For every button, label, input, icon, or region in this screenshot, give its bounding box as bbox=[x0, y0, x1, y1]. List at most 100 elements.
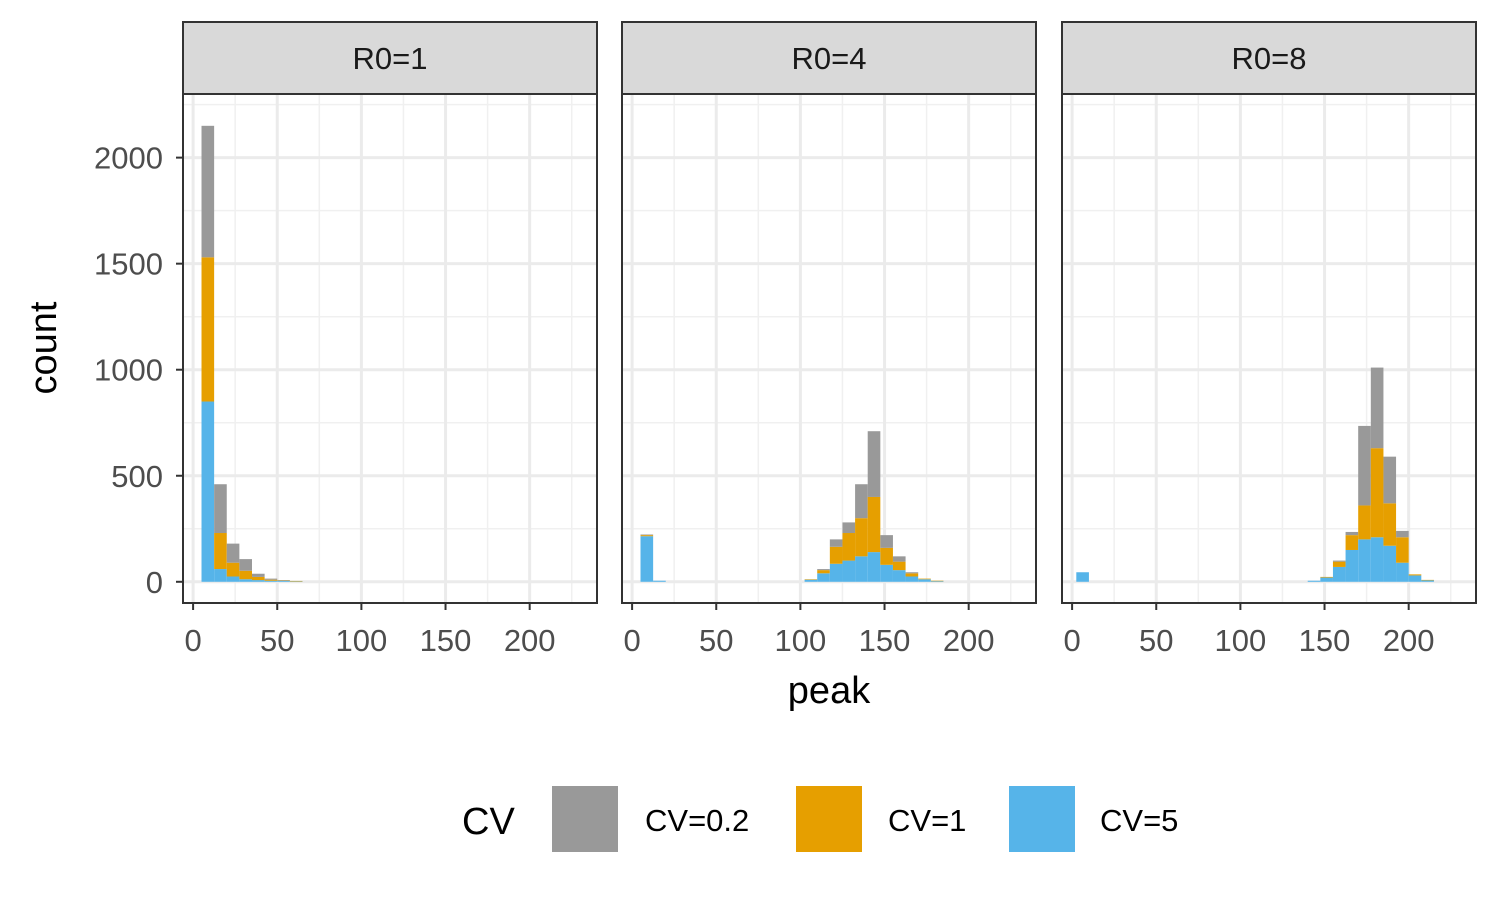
x-axis-title: peak bbox=[788, 670, 871, 712]
bar-cv1 bbox=[905, 573, 919, 577]
strip-background bbox=[621, 21, 1037, 95]
bar-cv02 bbox=[201, 125, 215, 258]
bar-cv1 bbox=[226, 562, 240, 577]
bar-cv5 bbox=[1332, 566, 1346, 582]
x-tick-label: 200 bbox=[504, 623, 556, 658]
bar-cv02 bbox=[892, 556, 906, 562]
bar-cv1 bbox=[855, 518, 868, 557]
bar-cv02 bbox=[842, 522, 856, 534]
x-tick-label: 150 bbox=[1299, 623, 1351, 658]
panel-border bbox=[1061, 93, 1477, 604]
bar-cv5 bbox=[880, 564, 893, 582]
bar-cv5 bbox=[226, 576, 240, 582]
bar-cv02 bbox=[1383, 456, 1397, 504]
plot-background bbox=[622, 94, 1036, 603]
x-tick-label: 100 bbox=[336, 623, 388, 658]
bar-cv1 bbox=[214, 533, 227, 570]
x-tick-label: 200 bbox=[943, 623, 995, 658]
strip-label: R0=1 bbox=[353, 41, 428, 76]
bar-cv5 bbox=[905, 576, 919, 582]
x-tick-label: 200 bbox=[1383, 623, 1435, 658]
strip-background bbox=[1061, 21, 1477, 95]
x-tick-label: 50 bbox=[260, 623, 294, 658]
bar-cv02 bbox=[905, 572, 919, 574]
bar-cv02 bbox=[829, 539, 843, 547]
bar-cv02 bbox=[264, 578, 278, 580]
y-tick-label: 500 bbox=[111, 459, 163, 494]
x-tick-label: 0 bbox=[184, 623, 201, 658]
bar-cv5 bbox=[239, 579, 252, 582]
x-tick-label: 100 bbox=[775, 623, 827, 658]
bar-cv1 bbox=[1408, 574, 1422, 576]
bar-cv5 bbox=[842, 560, 856, 582]
x-tick-label: 50 bbox=[699, 623, 733, 658]
bar-cv5 bbox=[867, 552, 881, 582]
bar-cv02 bbox=[252, 573, 265, 577]
panel-border bbox=[182, 93, 598, 604]
legend-key-cv5 bbox=[1009, 786, 1075, 852]
bar-cv5 bbox=[930, 580, 944, 582]
bar-cv1 bbox=[1383, 503, 1397, 546]
bar-cv5 bbox=[1383, 545, 1397, 582]
bar-cv5 bbox=[829, 563, 843, 582]
bar-cv1 bbox=[930, 580, 944, 582]
bar-cv5 bbox=[1370, 537, 1384, 582]
panel-border bbox=[621, 93, 1037, 604]
legend-entries: CV=0.2 CV=1 CV=5 bbox=[552, 786, 1178, 852]
bar-cv1 bbox=[640, 535, 654, 537]
bar-cv1 bbox=[289, 580, 303, 582]
bar-cv02 bbox=[1396, 530, 1409, 538]
bar-cv5 bbox=[289, 581, 303, 582]
bar-cv02 bbox=[817, 569, 830, 571]
bar-cv5 bbox=[264, 580, 278, 582]
bar-cv02 bbox=[214, 484, 227, 534]
bar-cv5 bbox=[1076, 572, 1089, 582]
bar-cv5 bbox=[277, 580, 290, 582]
bar-cv5 bbox=[804, 579, 818, 582]
bar-cv5 bbox=[1358, 539, 1371, 582]
bar-cv5 bbox=[252, 580, 265, 582]
x-tick-label: 150 bbox=[859, 623, 911, 658]
bar-cv5 bbox=[1396, 562, 1409, 582]
bar-cv1 bbox=[829, 546, 843, 564]
legend-key-cv1 bbox=[796, 786, 862, 852]
strip-background bbox=[182, 21, 598, 95]
legend-key-cv02 bbox=[552, 786, 618, 852]
y-tick-label: 1000 bbox=[94, 353, 163, 388]
bar-cv5 bbox=[1307, 580, 1321, 582]
bar-cv1 bbox=[252, 576, 265, 581]
bar-cv5 bbox=[653, 580, 666, 582]
bar-cv5 bbox=[201, 401, 215, 582]
bar-cv1 bbox=[239, 570, 252, 580]
bar-cv1 bbox=[1358, 505, 1371, 540]
legend-title: CV bbox=[462, 801, 515, 843]
bar-cv02 bbox=[867, 431, 881, 497]
legend: CV CV=0.2 CV=1 CV=5 bbox=[462, 786, 1178, 852]
x-tick-label: 0 bbox=[623, 623, 640, 658]
bar-cv1 bbox=[817, 570, 830, 574]
bar-cv02 bbox=[1370, 367, 1384, 449]
strip-label: R0=8 bbox=[1232, 41, 1307, 76]
bar-cv02 bbox=[880, 535, 893, 548]
bar-cv5 bbox=[214, 569, 227, 582]
bar-cv5 bbox=[1421, 580, 1434, 582]
bar-cv5 bbox=[918, 579, 931, 582]
plot-background bbox=[1062, 94, 1476, 603]
bar-cv02 bbox=[1358, 425, 1371, 506]
plot-background bbox=[183, 94, 597, 603]
bar-cv02 bbox=[1332, 560, 1346, 562]
strip-label: R0=4 bbox=[792, 41, 867, 76]
bar-cv1 bbox=[1320, 576, 1333, 578]
bar-cv1 bbox=[804, 579, 818, 580]
bar-cv1 bbox=[1332, 561, 1346, 567]
legend-label-cv02: CV=0.2 bbox=[645, 803, 749, 838]
axis-titles: peak count bbox=[23, 301, 871, 712]
bar-cv5 bbox=[1320, 577, 1333, 582]
y-tick-label: 2000 bbox=[94, 141, 163, 176]
bar-cv1 bbox=[880, 547, 893, 565]
bar-cv1 bbox=[1396, 537, 1409, 563]
bar-cv1 bbox=[264, 579, 278, 581]
